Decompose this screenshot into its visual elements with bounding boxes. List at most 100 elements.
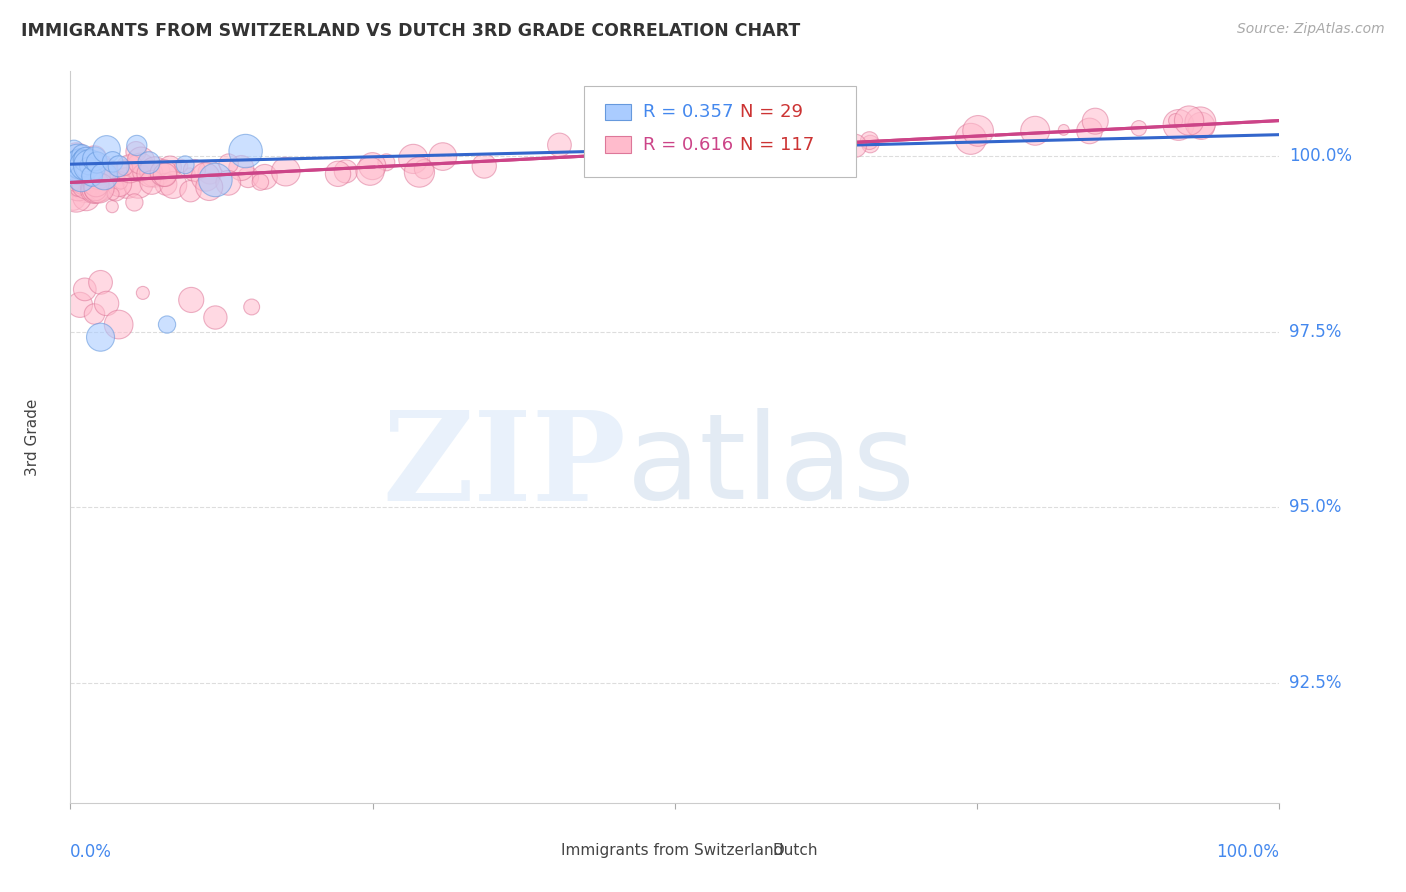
Point	[65, 151, 87, 165]
Point	[72, 162, 94, 177]
Point	[69, 161, 91, 175]
Text: 100.0%: 100.0%	[1216, 843, 1279, 861]
Point	[236, 170, 259, 185]
Point	[589, 144, 612, 158]
Point	[75, 167, 97, 181]
Point	[1189, 115, 1212, 129]
Point	[402, 152, 425, 166]
Point	[180, 293, 202, 307]
Point	[93, 169, 115, 184]
Point	[77, 173, 100, 187]
Bar	[605, 136, 631, 153]
Point	[274, 164, 297, 178]
Point	[96, 142, 118, 156]
Point	[153, 168, 176, 182]
Point	[131, 162, 153, 177]
Text: 92.5%: 92.5%	[1289, 674, 1341, 692]
Point	[73, 172, 96, 186]
Point	[90, 330, 111, 344]
Text: Source: ZipAtlas.com: Source: ZipAtlas.com	[1237, 22, 1385, 37]
Point	[359, 164, 381, 178]
Point	[84, 182, 107, 196]
Point	[65, 157, 87, 171]
Point	[204, 173, 226, 187]
Point	[967, 124, 990, 138]
Point	[361, 159, 384, 173]
Point	[87, 169, 110, 184]
Point	[72, 148, 94, 162]
Point	[1024, 124, 1046, 138]
Point	[413, 162, 436, 177]
Point	[762, 145, 785, 159]
Point	[90, 183, 112, 197]
Point	[77, 159, 100, 173]
Point	[65, 161, 87, 175]
Point	[83, 151, 105, 165]
Point	[1178, 113, 1201, 128]
Bar	[741, 844, 763, 857]
Point	[127, 176, 149, 190]
Bar	[605, 103, 631, 120]
Point	[79, 159, 101, 173]
Point	[90, 165, 112, 179]
Point	[83, 183, 105, 197]
Point	[240, 300, 263, 314]
Point	[125, 138, 148, 153]
Point	[616, 141, 638, 155]
Point	[152, 166, 174, 180]
Point	[326, 167, 349, 181]
Point	[73, 170, 96, 185]
Text: N = 117: N = 117	[740, 136, 814, 153]
Point	[73, 185, 96, 199]
Point	[335, 164, 357, 178]
Point	[375, 155, 398, 169]
Point	[90, 276, 111, 290]
Point	[84, 177, 107, 191]
Point	[107, 159, 129, 173]
Point	[73, 282, 96, 296]
Point	[118, 161, 141, 176]
Point	[73, 158, 96, 172]
Point	[235, 144, 257, 158]
Point	[101, 186, 124, 201]
Point	[65, 190, 87, 204]
Point	[69, 157, 91, 171]
Point	[107, 318, 129, 332]
Point	[472, 159, 495, 173]
Point	[1189, 119, 1212, 133]
Point	[156, 318, 179, 332]
Point	[249, 175, 271, 189]
Point	[62, 161, 84, 176]
Point	[159, 161, 181, 175]
Point	[66, 182, 89, 196]
Point	[77, 184, 100, 198]
Point	[1078, 124, 1101, 138]
Point	[125, 165, 148, 179]
Point	[129, 153, 152, 168]
Point	[125, 145, 148, 159]
Point	[124, 195, 146, 210]
Point	[83, 152, 105, 166]
Text: N = 29: N = 29	[740, 103, 803, 120]
Point	[67, 178, 90, 193]
Point	[101, 200, 124, 214]
Point	[1053, 123, 1076, 137]
Point	[104, 184, 127, 198]
Text: ZIP: ZIP	[382, 406, 627, 527]
Point	[183, 163, 205, 178]
Point	[139, 167, 162, 181]
Point	[87, 181, 110, 195]
Point	[162, 178, 184, 192]
Point	[1167, 118, 1189, 132]
Point	[217, 176, 239, 190]
Point	[67, 168, 90, 182]
Point	[89, 162, 111, 177]
Point	[858, 134, 880, 148]
Point	[86, 155, 108, 169]
Text: 100.0%: 100.0%	[1289, 147, 1353, 165]
Point	[63, 143, 86, 157]
Point	[72, 153, 94, 168]
Point	[67, 163, 90, 178]
Text: Immigrants from Switzerland: Immigrants from Switzerland	[561, 843, 783, 858]
Point	[115, 176, 138, 190]
